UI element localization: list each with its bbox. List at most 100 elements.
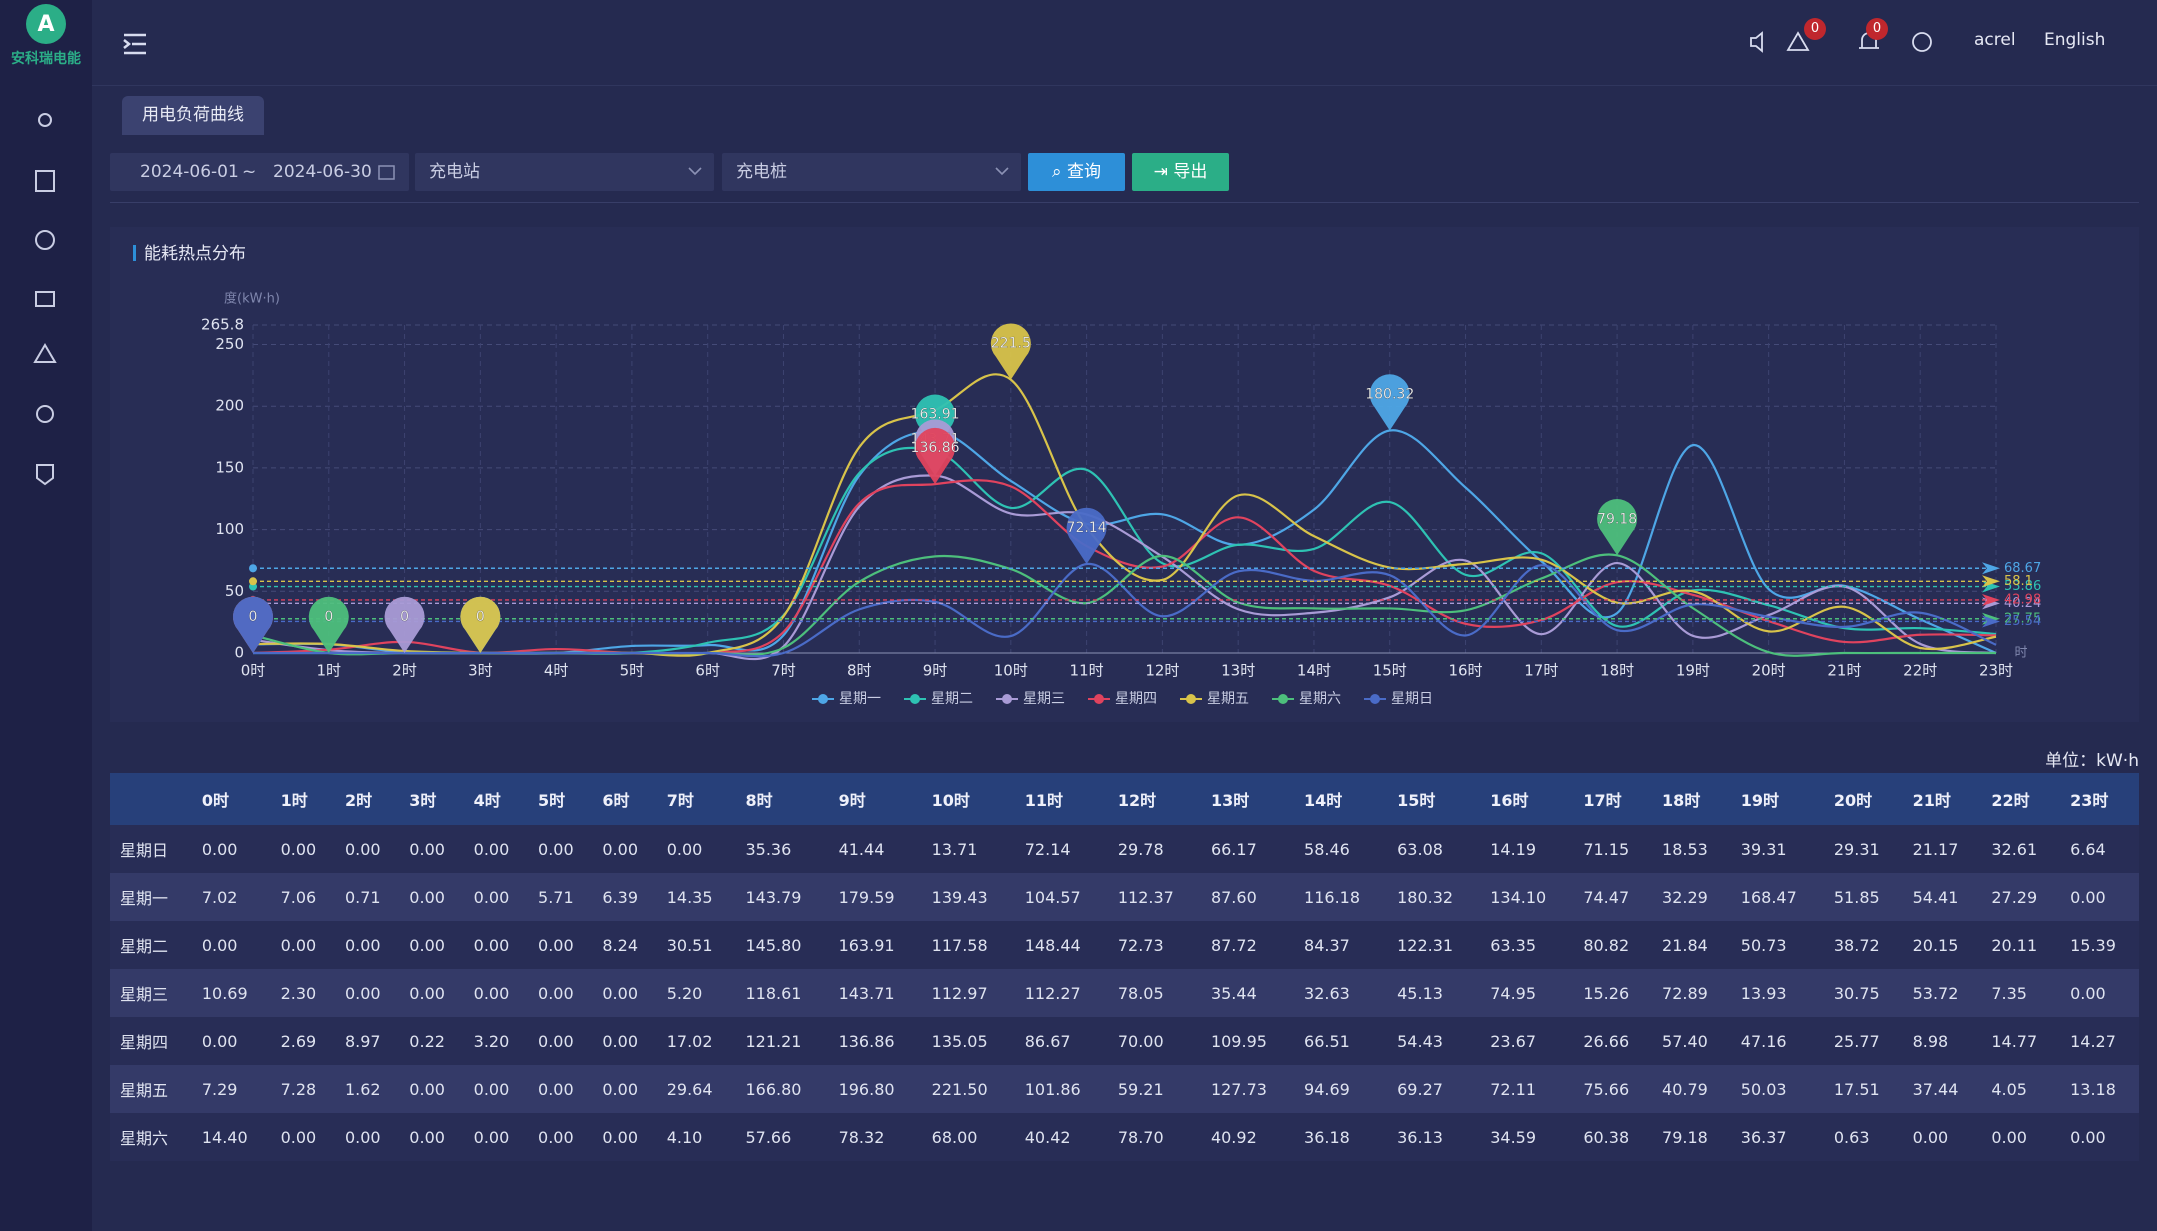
legend-swatch xyxy=(1370,694,1380,704)
table-cell: 84.37 xyxy=(1294,921,1388,969)
table-cell: 0.00 xyxy=(399,969,464,1017)
export-button[interactable]: ⇥ 导出 xyxy=(1132,153,1229,191)
legend-swatch xyxy=(1002,694,1012,704)
table-cell: 94.69 xyxy=(1294,1065,1388,1113)
table-cell: 87.72 xyxy=(1200,921,1295,969)
table-cell: 117.58 xyxy=(921,921,1015,969)
table-cell: 13.18 xyxy=(2060,1065,2139,1113)
average-start xyxy=(249,564,257,573)
page-tab[interactable]: 用电负荷曲线 xyxy=(122,96,264,135)
y-tick-label: 100 xyxy=(215,520,244,538)
table-cell: 0.00 xyxy=(528,1065,593,1113)
legend-swatch xyxy=(1278,694,1288,704)
column-header: 11时 xyxy=(1014,773,1108,825)
table-cell: 74.47 xyxy=(1573,873,1653,921)
table-cell: 40.79 xyxy=(1652,1065,1731,1113)
table-cell: 0.00 xyxy=(2060,1113,2139,1161)
column-header: 4时 xyxy=(463,773,529,825)
table-cell: 63.08 xyxy=(1387,825,1481,873)
series-line xyxy=(253,562,1997,658)
column-header: 3时 xyxy=(399,773,464,825)
average-label: 40.24 xyxy=(2004,596,2041,611)
table-cell: 29.78 xyxy=(1107,825,1201,873)
table-cell: 0.00 xyxy=(1981,1113,2061,1161)
sidebar-icons: A xyxy=(26,4,66,486)
pile-select[interactable]: 充电桩 xyxy=(722,153,1021,191)
table-cell: 0.00 xyxy=(2060,969,2139,1017)
table-cell: 15.26 xyxy=(1573,969,1653,1017)
data-table: 0时 1时 2时 3时 4时 5时 6时 7时 8时 9时 10时 11时 12时 13时 14时 15时 16… xyxy=(110,773,2139,1161)
mark-pin-label: 0 xyxy=(249,609,258,625)
table-cell: 0.00 xyxy=(528,1017,593,1065)
warning-badge: 0 xyxy=(1804,18,1826,40)
user-name[interactable]: acrel xyxy=(1974,30,2016,50)
table-cell: 53.72 xyxy=(1902,969,1982,1017)
table-cell: 15.39 xyxy=(2060,921,2139,969)
table-cell: 0.00 xyxy=(592,825,657,873)
table-cell: 6.39 xyxy=(592,873,657,921)
station-select[interactable]: 充电站 xyxy=(415,153,714,191)
table-cell: 5.20 xyxy=(656,969,736,1017)
menu-toggle[interactable] xyxy=(122,32,152,56)
x-tick-label: 1时 xyxy=(317,662,342,680)
table-cell: 6.64 xyxy=(2060,825,2139,873)
table-cell: 143.79 xyxy=(735,873,829,921)
x-tick-label: 0时 xyxy=(241,662,266,680)
x-tick-label: 3时 xyxy=(468,662,493,680)
mark-pin xyxy=(233,596,273,653)
table-cell: 32.29 xyxy=(1652,873,1731,921)
table-cell: 70.00 xyxy=(1107,1017,1201,1065)
table-cell: 7.29 xyxy=(191,1065,271,1113)
table-cell: 0.00 xyxy=(270,921,335,969)
table-cell: 36.13 xyxy=(1387,1113,1481,1161)
table-cell: 69.27 xyxy=(1387,1065,1481,1113)
header-icons[interactable] xyxy=(1747,30,1947,54)
table-cell: 45.13 xyxy=(1387,969,1481,1017)
chart-panel xyxy=(110,227,2139,722)
table-cell: 122.31 xyxy=(1387,921,1481,969)
column-header: 17时 xyxy=(1573,773,1653,825)
query-button[interactable]: ⌕ 查询 xyxy=(1028,153,1125,191)
table-cell: 23.67 xyxy=(1480,1017,1574,1065)
notice-badge: 0 xyxy=(1866,18,1888,40)
table-cell: 0.00 xyxy=(399,921,464,969)
date-range[interactable]: 2024-06-01 ~ 2024-06-30 xyxy=(110,153,409,191)
table-cell: 0.22 xyxy=(399,1017,464,1065)
y-axis-label: 度(kW·h) xyxy=(224,291,280,307)
sidebar: A 安科瑞电能 xyxy=(0,0,92,1231)
average-label: 25.54 xyxy=(2004,614,2041,629)
table-cell: 51.85 xyxy=(1823,873,1903,921)
table-cell: 180.32 xyxy=(1387,873,1481,921)
legend-label: 星期日 xyxy=(1391,691,1433,707)
mark-pin-label: 0 xyxy=(324,609,333,625)
table-cell: 0.00 xyxy=(191,921,271,969)
table-cell: 0.00 xyxy=(463,1065,529,1113)
table-cell: 54.43 xyxy=(1387,1017,1481,1065)
table-cell: 221.50 xyxy=(921,1065,1015,1113)
table-cell: 79.18 xyxy=(1652,1113,1731,1161)
x-tick-label: 21时 xyxy=(1827,662,1861,680)
table-cell: 25.77 xyxy=(1823,1017,1903,1065)
series-line xyxy=(253,446,1997,655)
column-header: 23时 xyxy=(2060,773,2139,825)
mark-pin-label: 163.91 xyxy=(911,407,960,423)
table-cell: 179.59 xyxy=(828,873,922,921)
mark-pin-label: 180.32 xyxy=(1365,386,1414,402)
topbar: 0 0 acrel English xyxy=(92,0,2157,86)
table-cell: 1.62 xyxy=(334,1065,400,1113)
legend-label: 星期四 xyxy=(1115,691,1157,707)
average-label: 27.75 xyxy=(2004,611,2041,626)
x-tick-label: 16时 xyxy=(1448,662,1482,680)
chart-title: 能耗热点分布 xyxy=(144,244,246,264)
table-cell: 75.66 xyxy=(1573,1065,1653,1113)
table-cell: 7.02 xyxy=(191,873,271,921)
table-cell: 37.44 xyxy=(1902,1065,1982,1113)
x-tick-label: 10时 xyxy=(994,662,1028,680)
column-header: 10时 xyxy=(921,773,1015,825)
table-cell: 72.14 xyxy=(1014,825,1108,873)
table-row: 星期一 7.02 7.06 0.71 0.00 0.00 5.71 6.39 14.35 143.… xyxy=(110,873,2139,921)
nav-icons[interactable] xyxy=(33,113,57,486)
column-header: 19时 xyxy=(1730,773,1824,825)
export-label: 导出 xyxy=(1173,162,1208,182)
language-switch[interactable]: English xyxy=(2044,30,2106,50)
